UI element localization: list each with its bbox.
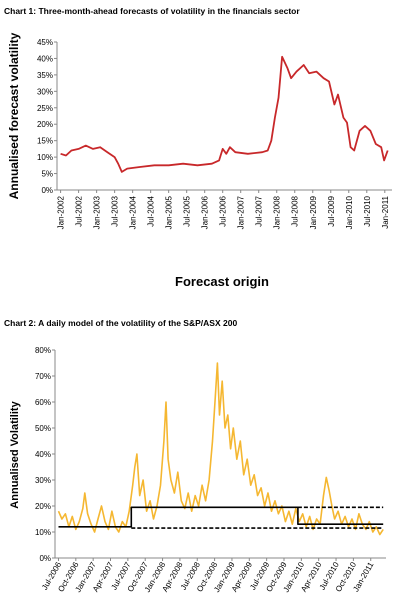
y-tick-label: 40%: [35, 450, 51, 459]
x-tick-label: Jan-2005: [165, 195, 174, 229]
y-tick-label: 15%: [37, 137, 53, 146]
x-tick-label: Jul-2004: [147, 195, 156, 226]
x-tick-label: Jan-2009: [309, 195, 318, 229]
x-tick-label: Jul-2009: [327, 195, 336, 226]
y-tick-label: 30%: [35, 476, 51, 485]
x-tick-label: Jan-2007: [237, 195, 246, 229]
x-tick-label: Jan-2010: [345, 195, 354, 229]
y-tick-label: 20%: [35, 502, 51, 511]
y-tick-label: 80%: [35, 346, 51, 355]
x-tick-label: Jul-2005: [183, 195, 192, 226]
y-axis-title: Annualised Volatility: [9, 400, 21, 508]
y-tick-label: 20%: [37, 120, 53, 129]
chart-title: Chart 1: Three-month-ahead forecasts of …: [4, 6, 300, 16]
x-axis-title: Forecast origin: [175, 274, 269, 289]
y-tick-label: 70%: [35, 372, 51, 381]
y-axis-title: Annualised forecast volatility: [7, 32, 21, 199]
x-tick-label: Jan-2002: [57, 195, 66, 229]
y-tick-label: 30%: [37, 87, 53, 96]
y-tick-label: 45%: [37, 38, 53, 47]
y-tick-label: 35%: [37, 71, 53, 80]
y-tick-label: 40%: [37, 54, 53, 63]
y-tick-label: 60%: [35, 398, 51, 407]
line-series: [58, 506, 384, 528]
y-tick-label: 0%: [41, 186, 53, 195]
chart-title: Chart 2: A daily model of the volatility…: [4, 318, 237, 328]
x-tick-label: Jul-2008: [291, 195, 300, 226]
y-tick-label: 0%: [39, 554, 51, 563]
y-tick-label: 25%: [37, 104, 53, 113]
x-tick-label: Jul-2003: [111, 195, 120, 226]
x-tick-label: Jan-2008: [273, 195, 282, 229]
y-tick-label: 50%: [35, 424, 51, 433]
line-series: [60, 55, 389, 173]
x-tick-label: Jul-2007: [255, 195, 264, 226]
x-tick-label: Jan-2004: [129, 195, 138, 229]
x-tick-label: Jul-2010: [363, 195, 372, 226]
x-tick-label: Jan-2003: [93, 195, 102, 229]
x-tick-label: Jan-2006: [201, 195, 210, 229]
x-tick-label: Jul-2006: [219, 195, 228, 226]
line-series: [57, 362, 384, 536]
y-tick-label: 10%: [37, 153, 53, 162]
y-tick-label: 10%: [35, 528, 51, 537]
x-tick-label: Jan-2011: [381, 195, 390, 228]
y-tick-label: 5%: [41, 170, 53, 179]
x-tick-label: Jul-2002: [75, 195, 84, 226]
